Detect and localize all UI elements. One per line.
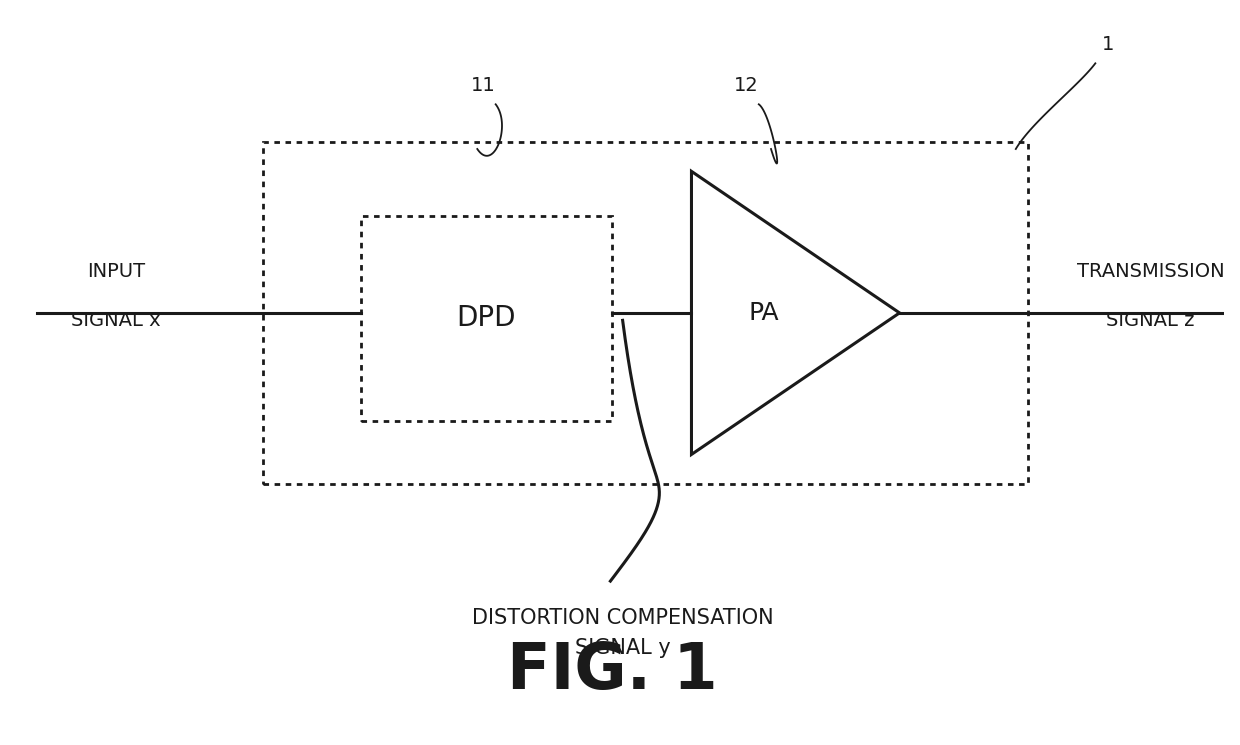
Text: DPD: DPD [456,305,516,332]
Text: 12: 12 [734,76,759,95]
Text: INPUT: INPUT [87,262,145,282]
Bar [361,216,611,421]
Text: 11: 11 [471,76,496,95]
Text: TRANSMISSION: TRANSMISSION [1076,262,1224,282]
Text: SIGNAL x: SIGNAL x [72,311,161,330]
Text: 1: 1 [1101,35,1114,54]
Text: SIGNAL z: SIGNAL z [1106,311,1194,330]
Text: SIGNAL y: SIGNAL y [575,638,671,658]
Text: DISTORTION COMPENSATION: DISTORTION COMPENSATION [471,609,774,628]
Text: PA: PA [749,301,780,325]
Polygon shape [692,171,899,454]
Text: FIG. 1: FIG. 1 [507,639,717,702]
Bar [263,142,1028,484]
